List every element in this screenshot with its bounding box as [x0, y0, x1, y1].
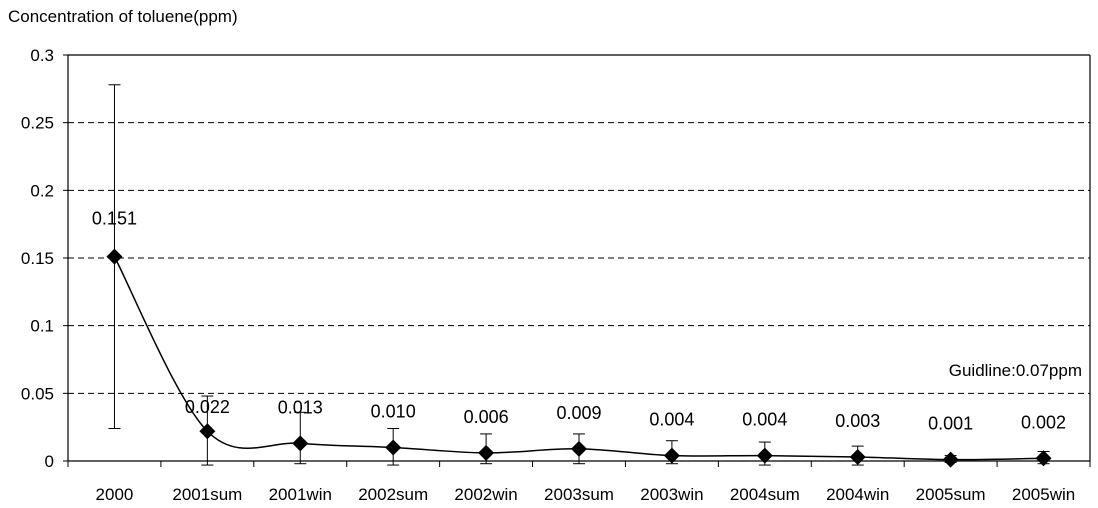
data-label: 0.004: [742, 410, 787, 430]
data-label: 0.009: [556, 403, 601, 423]
data-label: 0.151: [92, 209, 137, 229]
data-point: [478, 444, 495, 461]
data-point: [106, 248, 123, 265]
x-tick-label: 2004sum: [730, 485, 800, 504]
data-label: 0.001: [928, 414, 973, 434]
x-tick-label: 2003win: [640, 485, 703, 504]
data-label: 0.022: [185, 397, 230, 417]
x-tick-label: 2001sum: [172, 485, 242, 504]
data-label: 0.006: [464, 407, 509, 427]
x-tick-label: 2002win: [454, 485, 517, 504]
data-point: [571, 440, 587, 457]
y-axis-label: Concentration of toluene(ppm): [8, 7, 238, 26]
x-tick-labels: 2000 2001sum 2001win 2002sum 2002win 2003sum 2…: [96, 485, 1076, 504]
data-point: [292, 435, 309, 452]
data-label: 0.004: [649, 410, 694, 430]
x-tick-label: 2003sum: [544, 485, 614, 504]
data-point: [1035, 450, 1052, 467]
data-point: [663, 447, 680, 464]
data-label: 0.003: [835, 411, 880, 431]
y-tick-label: 0.05: [21, 384, 54, 403]
y-tick-label: 0.15: [21, 249, 54, 268]
y-tick-label: 0.2: [30, 181, 54, 200]
data-point: [385, 439, 402, 456]
data-markers: [106, 248, 1052, 468]
data-label: 0.013: [278, 397, 323, 417]
x-tick-label: 2000: [96, 485, 134, 504]
y-tick-label: 0: [45, 452, 54, 471]
y-tick-labels: 0 0.05 0.1 0.15 0.2 0.25 0.3: [21, 46, 54, 471]
guideline-label: Guidline:0.07ppm: [949, 361, 1082, 380]
y-tick-label: 0.3: [30, 46, 54, 65]
x-tick-label: 2001win: [269, 485, 332, 504]
x-tick-label: 2002sum: [358, 485, 428, 504]
data-point: [942, 451, 959, 468]
x-tick-label: 2004win: [826, 485, 889, 504]
data-point: [199, 423, 216, 440]
data-point: [756, 447, 773, 464]
gridlines: [68, 122, 1090, 394]
y-tick-label: 0.25: [21, 114, 54, 133]
x-tick-label: 2005win: [1012, 485, 1075, 504]
data-label: 0.002: [1021, 412, 1066, 432]
data-point: [849, 448, 866, 465]
series-line: [113, 256, 1044, 461]
data-label: 0.010: [371, 401, 416, 421]
x-tick-label: 2005sum: [916, 485, 986, 504]
y-tick-label: 0.1: [30, 317, 54, 336]
data-labels: 0.151 0.022 0.013 0.010 0.006 0.009 0.004 0.004…: [92, 209, 1066, 434]
